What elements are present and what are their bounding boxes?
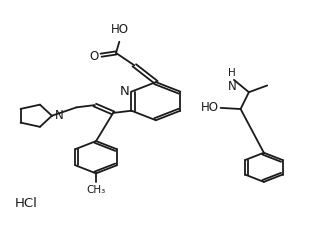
- Text: HCl: HCl: [15, 197, 38, 210]
- Text: CH₃: CH₃: [86, 185, 106, 195]
- Text: N: N: [120, 85, 130, 98]
- Text: HO: HO: [111, 23, 129, 36]
- Text: H: H: [228, 68, 236, 78]
- Text: O: O: [89, 50, 98, 63]
- Text: HO: HO: [201, 101, 219, 114]
- Text: N: N: [55, 109, 63, 122]
- Text: N: N: [228, 80, 237, 93]
